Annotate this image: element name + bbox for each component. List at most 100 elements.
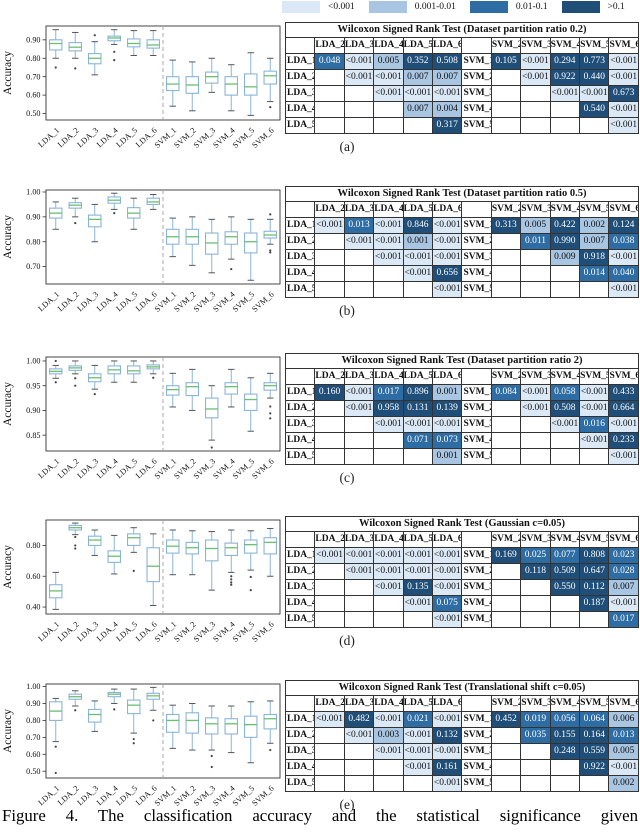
- outlier-point: [54, 381, 57, 384]
- p-value-cell: 0.017: [608, 611, 639, 628]
- p-value-cell: 0.169: [490, 547, 522, 564]
- empty-header-cell: [284, 201, 316, 218]
- iqr-box: [146, 39, 161, 49]
- empty-cell: [402, 611, 434, 628]
- p-value-cell: <0.001: [549, 85, 581, 102]
- column-header: LDA_4: [373, 37, 404, 54]
- table-row: LDA_4 <0.001 0.075 SVM_4 0.187 <0.001: [284, 595, 639, 612]
- y-axis-label: Accuracy: [2, 382, 14, 426]
- empty-header-cell: [284, 37, 316, 54]
- table-row: LDA_3 <0.001 <0.001 <0.001 SVM_3 <0.001 <0.001…: [284, 85, 639, 102]
- column-header: SVM_5: [579, 531, 610, 548]
- column-header: SVM_4: [549, 368, 581, 385]
- empty-cell: [579, 611, 610, 628]
- p-value-cell: <0.001: [579, 432, 610, 449]
- outlier-point: [269, 105, 272, 109]
- p-value-cell: 0.040: [608, 265, 639, 282]
- empty-cell: [343, 759, 375, 776]
- empty-cell: [520, 85, 551, 102]
- p-value-cell: <0.001: [432, 711, 463, 728]
- box-LDA_1: [48, 201, 63, 230]
- empty-cell: [490, 775, 522, 792]
- wilcoxon-table-b: Wilcoxon Signed Rank Test (Dataset parti…: [284, 186, 639, 298]
- box-LDA_1: [48, 571, 63, 610]
- outlier-point: [152, 719, 155, 722]
- outlier-point: [54, 66, 57, 69]
- empty-header-cell: [461, 37, 492, 54]
- row-header: LDA_4: [284, 595, 316, 612]
- p-value-cell: 0.124: [608, 217, 639, 234]
- column-header: LDA_2: [314, 695, 345, 712]
- empty-cell: [549, 101, 581, 118]
- p-value-cell: <0.001: [608, 595, 639, 612]
- empty-header-cell: [461, 695, 492, 712]
- empty-cell: [314, 432, 345, 449]
- row-header: LDA_2: [284, 727, 316, 744]
- column-header: SVM_2: [490, 695, 522, 712]
- x-tick-label: LDA_2: [56, 126, 81, 149]
- iqr-box: [224, 542, 239, 556]
- p-value-cell: 0.422: [549, 217, 581, 234]
- empty-cell: [373, 611, 404, 628]
- empty-cell: [343, 743, 375, 760]
- row-header: LDA_3: [284, 249, 316, 266]
- row-header: LDA_3: [284, 743, 316, 760]
- empty-cell: [314, 595, 345, 612]
- p-value-cell: <0.001: [520, 400, 551, 417]
- empty-cell: [490, 69, 522, 86]
- table-row: LDA_5 <0.001 SVM_5 <0.001: [284, 281, 639, 298]
- p-value-cell: 0.118: [520, 563, 551, 580]
- p-value-cell: 0.007: [608, 579, 639, 596]
- p-value-cell: <0.001: [343, 400, 375, 417]
- table-row: LDA_5 0.001 SVM_5 <0.001: [284, 448, 639, 465]
- y-tick-label: 0.80: [26, 541, 40, 550]
- box-SVM_6: [263, 700, 277, 752]
- box-SVM_6: [263, 213, 277, 254]
- p-value-cell: 0.164: [579, 727, 610, 744]
- column-header: SVM_5: [579, 37, 610, 54]
- p-value-cell: 0.001: [432, 448, 463, 465]
- box-SVM_6: [263, 57, 277, 109]
- figure-row-b: 0.70 0.80 0.90 1.00 Accuracy LDA_1 LDA_2 LDA_3 L…: [0, 178, 640, 342]
- box-SVM_5: [244, 52, 258, 116]
- p-value-cell: 0.647: [579, 563, 610, 580]
- p-value-cell: 0.028: [608, 563, 639, 580]
- box-SVM_2: [185, 61, 200, 112]
- box-LDA_6: [146, 686, 161, 722]
- outlier-point: [269, 213, 272, 216]
- box-SVM_3: [205, 531, 219, 591]
- p-value-cell: 0.035: [520, 727, 551, 744]
- box-SVM_1: [166, 59, 180, 107]
- row-header: SVM_3: [461, 249, 492, 266]
- x-tick-label: LDA_3: [75, 290, 100, 313]
- table-row: LDA_1 0.048 <0.001 0.005 0.352 0.508 SVM_1 0.10…: [284, 53, 639, 70]
- column-header: SVM_4: [549, 531, 581, 548]
- empty-cell: [373, 775, 404, 792]
- iqr-box: [127, 365, 141, 375]
- empty-cell: [490, 85, 522, 102]
- empty-cell: [490, 595, 522, 612]
- p-value-cell: 0.071: [402, 432, 434, 449]
- outlier-point: [54, 745, 57, 748]
- outlier-point: [113, 58, 116, 62]
- empty-cell: [314, 85, 345, 102]
- p-value-cell: 0.131: [402, 400, 434, 417]
- empty-cell: [490, 611, 522, 628]
- p-value-cell: <0.001: [608, 101, 639, 118]
- outlier-point: [113, 708, 116, 711]
- p-value-cell: 0.313: [490, 217, 522, 234]
- x-tick-label: LDA_4: [95, 784, 120, 807]
- box-LDA_5: [127, 527, 141, 572]
- box-SVM_4: [224, 529, 239, 586]
- box-LDA_4: [107, 534, 122, 575]
- column-header: LDA_2: [314, 37, 345, 54]
- p-value-cell: 0.846: [402, 217, 434, 234]
- p-value-cell: 0.294: [549, 53, 581, 70]
- p-value-cell: <0.001: [373, 233, 404, 250]
- row-header: SVM_5: [461, 611, 492, 628]
- y-tick-label: 0.40: [26, 603, 40, 612]
- empty-cell: [520, 101, 551, 118]
- iqr-box: [244, 715, 258, 738]
- box-SVM_1: [166, 529, 180, 576]
- empty-header-cell: [284, 368, 316, 385]
